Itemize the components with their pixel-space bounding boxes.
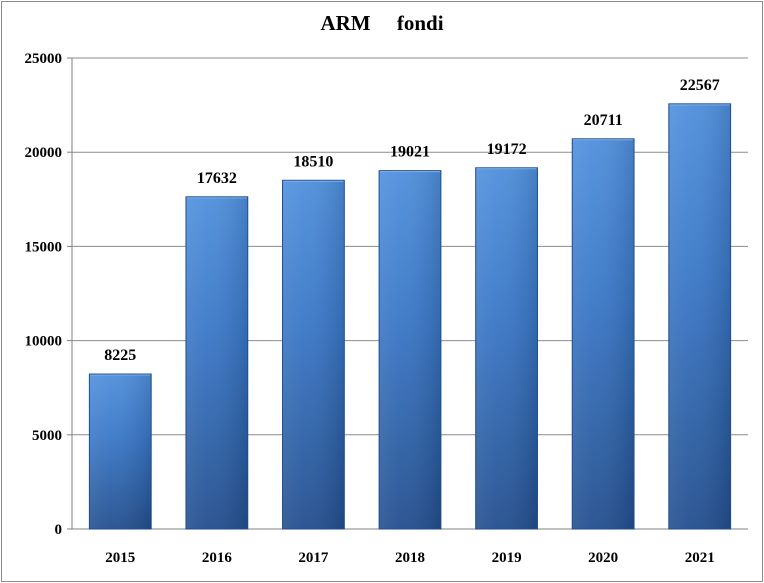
bar-shading [379, 171, 441, 529]
bars [88, 103, 732, 530]
bar-shading [89, 374, 151, 529]
y-tick-label: 5000 [32, 428, 62, 444]
x-tick-label: 2015 [105, 550, 135, 566]
x-tick-label: 2021 [685, 550, 715, 566]
x-tick-label: 2016 [202, 550, 233, 566]
data-label: 18510 [293, 153, 333, 170]
x-tick-label: 2017 [298, 550, 329, 566]
data-label: 19021 [390, 144, 430, 161]
x-tick-label: 2020 [588, 550, 618, 566]
bar-shading [186, 197, 248, 529]
y-tick-label: 10000 [25, 334, 63, 350]
bar-shading [572, 139, 634, 529]
data-labels: 8225 17632 18510 19021 19172 20711 22567 [104, 77, 719, 364]
x-tick-label: 2019 [492, 550, 522, 566]
bar-shading [283, 180, 344, 529]
data-label: 17632 [197, 170, 237, 187]
data-label: 19172 [487, 141, 527, 158]
y-tick-label: 15000 [25, 239, 63, 255]
bar-shading [476, 168, 537, 529]
chart-title: ARM fondi [320, 11, 444, 35]
y-tick-label: 20000 [25, 145, 63, 161]
y-tick-labels: 0 5000 10000 15000 20000 25000 [25, 51, 63, 538]
data-label: 20711 [584, 112, 623, 129]
bar-shading [669, 104, 731, 529]
x-tick-label: 2018 [395, 550, 425, 566]
x-tick-labels: 2015 2016 2017 2018 2019 2020 2021 [105, 550, 714, 566]
data-label: 8225 [104, 347, 136, 364]
y-tick-label: 0 [55, 522, 63, 538]
y-tick-label: 25000 [25, 51, 63, 67]
data-label: 22567 [680, 77, 720, 94]
